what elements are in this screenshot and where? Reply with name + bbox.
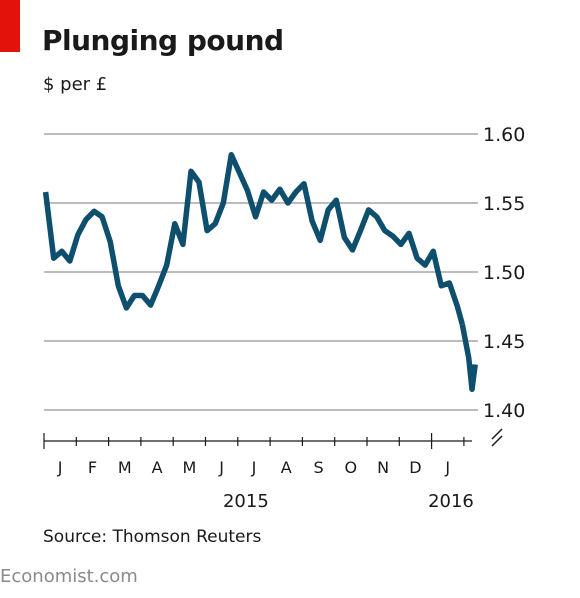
month-label: O xyxy=(345,458,358,477)
series-line xyxy=(42,151,465,326)
month-label: A xyxy=(281,458,292,477)
brand-wordmark: Economist.com xyxy=(0,566,138,587)
gridlines xyxy=(44,133,478,411)
year-label: 2016 xyxy=(428,491,474,512)
source-note: Source: Thomson Reuters xyxy=(43,527,262,547)
series-lines xyxy=(42,151,478,393)
year-label: 2015 xyxy=(223,491,269,512)
month-label: J xyxy=(444,458,450,477)
y-tick-label: 1.55 xyxy=(483,193,525,215)
y-tick-label: 1.45 xyxy=(483,331,525,353)
chart-title: Plunging pound xyxy=(42,24,284,57)
month-label: M xyxy=(118,458,132,477)
y-tick-label: 1.40 xyxy=(483,400,525,422)
month-label: N xyxy=(377,458,389,477)
brand-red-tab xyxy=(0,0,20,52)
y-tick-label: 1.50 xyxy=(483,262,525,284)
month-label: F xyxy=(88,458,97,477)
month-label: J xyxy=(251,458,257,477)
y-axis-tick-labels: 1.40 1.45 1.50 1.55 1.60 xyxy=(483,124,525,422)
month-label: J xyxy=(57,458,63,477)
series-line xyxy=(459,323,478,393)
month-label: A xyxy=(152,458,163,477)
month-label: J xyxy=(218,458,224,477)
axis-break-mark xyxy=(491,428,503,447)
chart-subtitle: $ per £ xyxy=(43,74,108,95)
y-tick-label: 1.60 xyxy=(483,124,525,146)
month-label: M xyxy=(182,458,196,477)
month-label: D xyxy=(409,458,421,477)
month-label: S xyxy=(313,458,323,477)
